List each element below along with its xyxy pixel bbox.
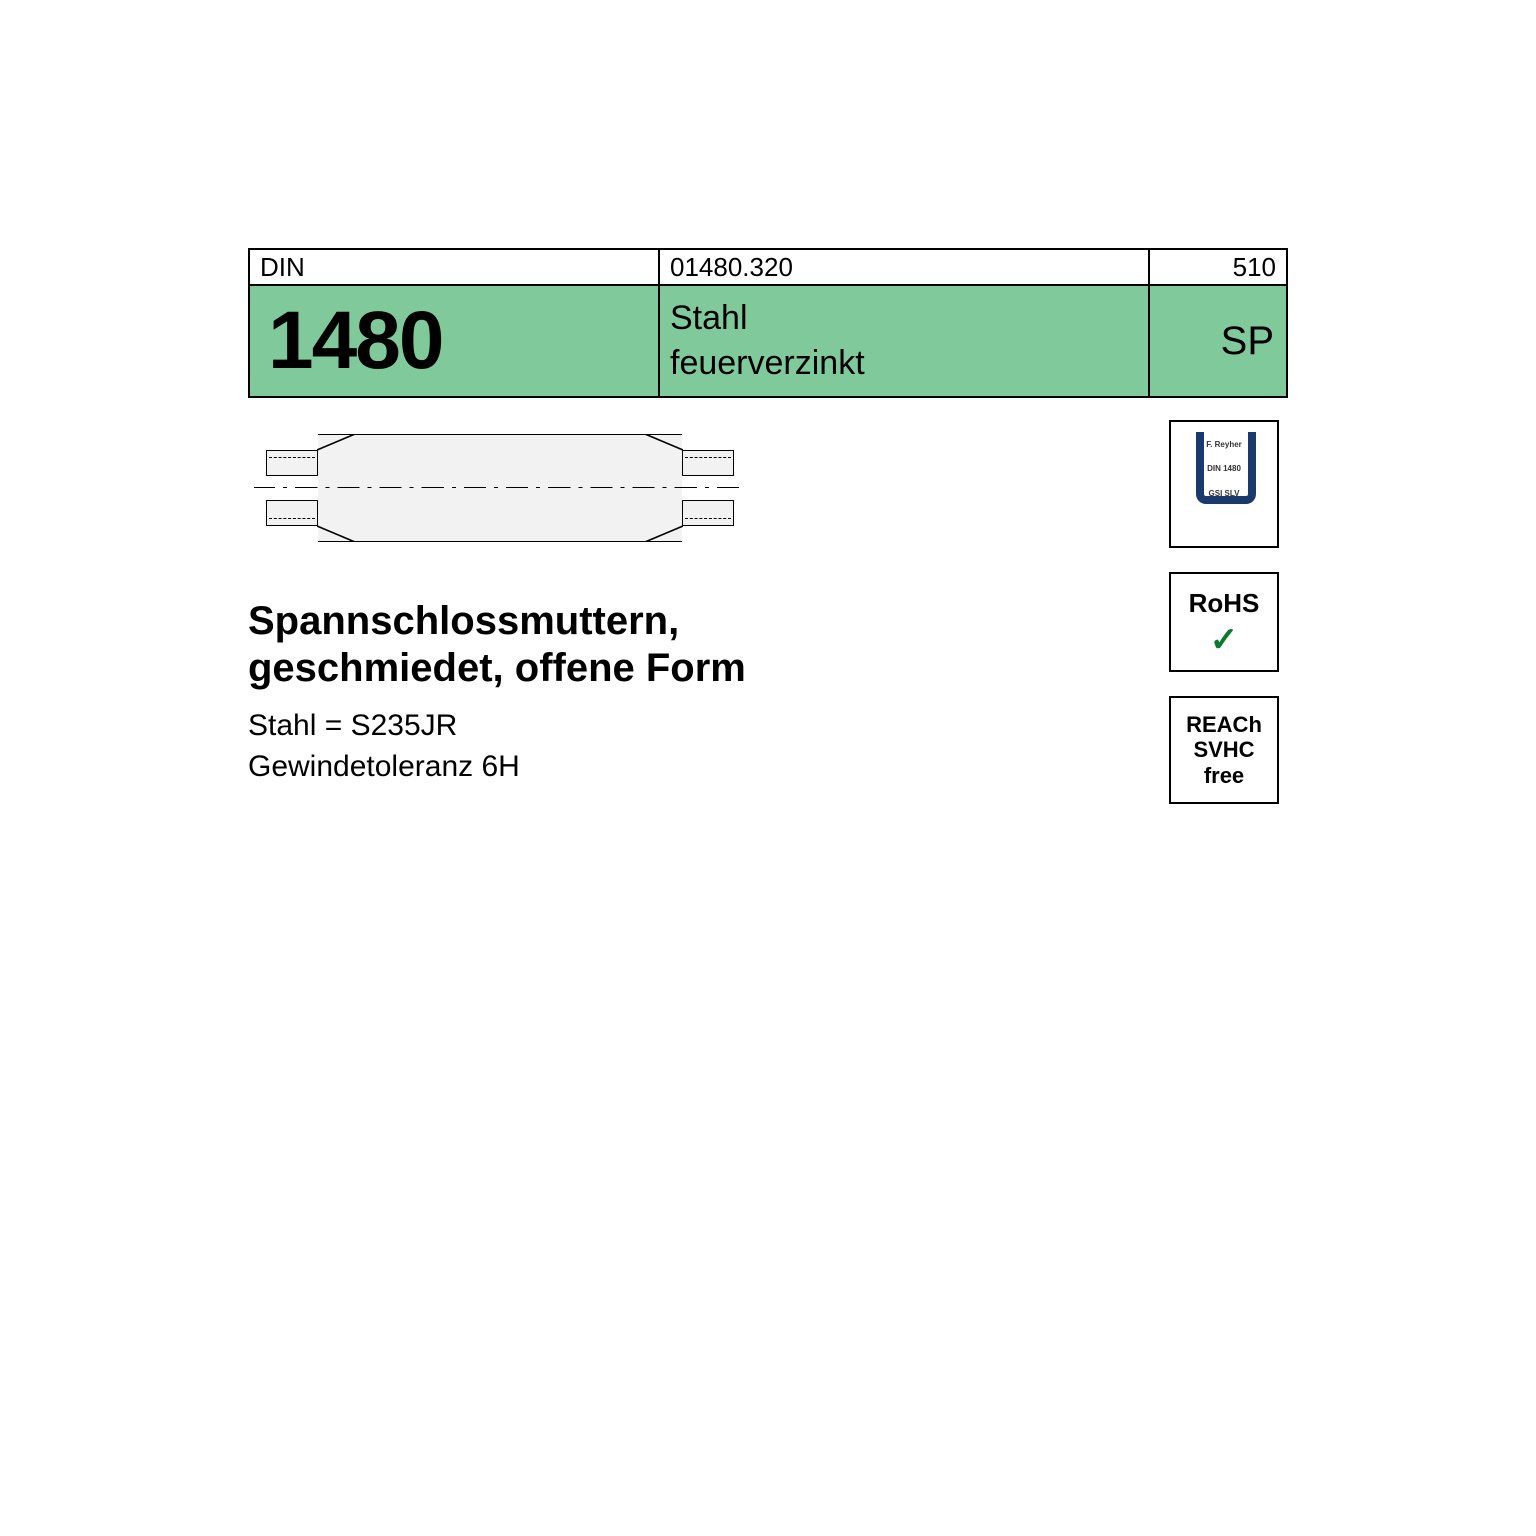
hdr-material: Stahl feuerverzinkt — [660, 286, 1150, 396]
title-line1: Spannschlossmuttern, — [248, 599, 679, 643]
spec-header: DIN 01480.320 510 1480 Stahl feuerverzin… — [248, 248, 1288, 398]
badge-din-cert: F. Reyher DIN 1480 GSI SLV — [1169, 420, 1279, 548]
thread-line — [269, 518, 315, 519]
badge-rohs: RoHS ✓ — [1169, 572, 1279, 672]
description-block: Spannschlossmuttern, geschmiedet, offene… — [248, 598, 948, 787]
cert-brand: F. Reyher — [1171, 440, 1277, 450]
reach-line2: SVHC — [1193, 737, 1254, 762]
drawing-bore-left — [266, 475, 318, 501]
hdr-form-code: SP — [1150, 286, 1286, 396]
drawing-bore-right — [682, 475, 734, 501]
hdr-standard-label: DIN — [250, 250, 660, 284]
hdr-din-number: 1480 — [250, 286, 660, 396]
product-title: Spannschlossmuttern, geschmiedet, offene… — [248, 598, 948, 692]
header-row-2: 1480 Stahl feuerverzinkt SP — [250, 286, 1286, 396]
hdr-page-code: 510 — [1150, 250, 1286, 284]
din-number-value: 1480 — [260, 300, 442, 382]
content-area: Spannschlossmuttern, geschmiedet, offene… — [248, 398, 1288, 418]
thread-line — [685, 518, 731, 519]
title-line2: geschmiedet, offene Form — [248, 646, 746, 690]
drawing-taper-right — [645, 434, 683, 542]
thread-line — [685, 457, 731, 458]
drawing-centerline — [254, 487, 746, 488]
spec-material: Stahl = S235JR — [248, 706, 948, 747]
material-line1: Stahl — [670, 299, 748, 338]
check-icon: ✓ — [1210, 623, 1239, 657]
reach-line1: REACh — [1186, 712, 1262, 737]
badge-reach: REACh SVHC free — [1169, 696, 1279, 804]
spec-tolerance: Gewindetoleranz 6H — [248, 747, 948, 788]
drawing-body — [318, 434, 682, 542]
technical-drawing — [266, 434, 734, 542]
material-line2: feuerverzinkt — [670, 344, 865, 383]
hdr-article-code: 01480.320 — [660, 250, 1150, 284]
cert-lab: GSI SLV — [1171, 489, 1277, 499]
compliance-badges: F. Reyher DIN 1480 GSI SLV RoHS ✓ REACh … — [1164, 420, 1284, 804]
cert-text: F. Reyher DIN 1480 GSI SLV — [1171, 440, 1277, 499]
cert-standard: DIN 1480 — [1171, 464, 1277, 474]
rohs-label: RoHS — [1189, 588, 1260, 619]
reach-line3: free — [1204, 763, 1244, 788]
thread-line — [269, 457, 315, 458]
drawing-taper-left — [317, 434, 355, 542]
header-row-1: DIN 01480.320 510 — [250, 250, 1286, 286]
